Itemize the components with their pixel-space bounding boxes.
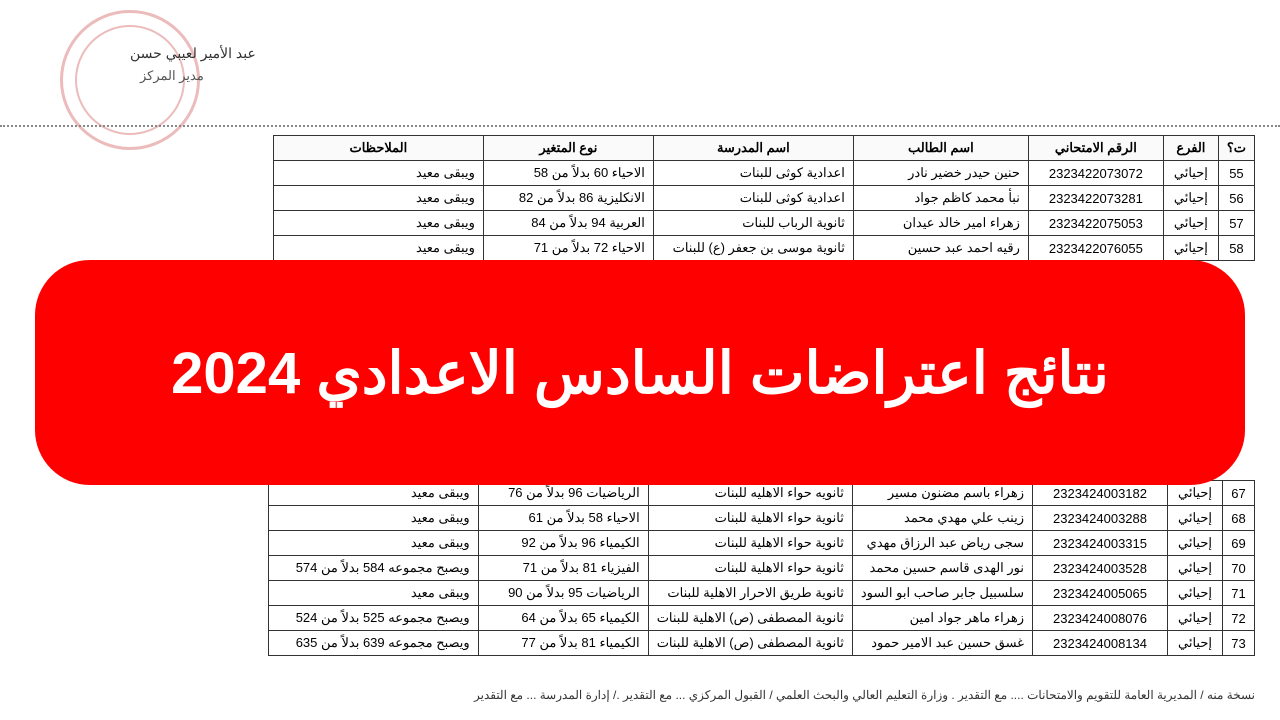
table-header-row: ت؟ الفرع الرقم الامتحاني اسم الطالب اسم … [273,136,1254,161]
table-cell: 2323424003288 [1033,506,1168,531]
table-cell: إحيائي [1163,161,1218,186]
table-cell: ثانوية طريق الاحرار الاهلية للبنات [648,581,852,606]
table-cell: إحيائي [1163,211,1218,236]
table-row: 72إحيائي2323424008076زهراء ماهر جواد امي… [268,606,1254,631]
col-school: اسم المدرسة [653,136,853,161]
table-cell: ثانوية حواء الاهلية للبنات [648,506,852,531]
table-cell: ويبقى معيد [268,531,478,556]
table-cell: 56 [1218,186,1254,211]
table-cell: 68 [1223,506,1255,531]
table-cell: 2323422076055 [1028,236,1163,261]
table-cell: ويبقى معيد [273,236,483,261]
table-cell: الكيمياء 81 بدلاً من 77 [478,631,648,656]
table-cell: إحيائي [1163,186,1218,211]
table-cell: حنين حيدر خضير نادر [853,161,1028,186]
document-page: عبد الأمير لعيبي حسن مدير المركز ت؟ الفر… [0,0,1280,720]
table-cell: 73 [1223,631,1255,656]
table-cell: ثانوية حواء الاهلية للبنات [648,556,852,581]
table-cell: إحيائي [1168,581,1223,606]
table-cell: الاحياء 72 بدلاً من 71 [483,236,653,261]
table-cell: رقيه احمد عبد حسين [853,236,1028,261]
table-cell: إحيائي [1168,606,1223,631]
table-cell: ويبقى معيد [273,211,483,236]
table-cell: ثانوية الرباب للبنات [653,211,853,236]
footer-note: نسخة منه / المديرية العامة للتقويم والام… [25,688,1255,702]
table-cell: 2323424008076 [1033,606,1168,631]
table-cell: 58 [1218,236,1254,261]
table-row: 73إحيائي2323424008134غسق حسين عبد الامير… [268,631,1254,656]
table-cell: 70 [1223,556,1255,581]
table-cell: نبأ محمد كاظم جواد [853,186,1028,211]
table-cell: 2323422073072 [1028,161,1163,186]
table-cell: ويصبح مجموعه 525 بدلاً من 524 [268,606,478,631]
table-cell: 55 [1218,161,1254,186]
table-cell: اعدادية كوثى للبنات [653,161,853,186]
table-cell: 2323422073281 [1028,186,1163,211]
dotted-divider [0,125,1280,127]
table-cell: زهراء ماهر جواد امين [852,606,1032,631]
col-student: اسم الطالب [853,136,1028,161]
table-cell: ويبقى معيد [273,161,483,186]
director-title: مدير المركز [140,68,204,84]
signature-area: عبد الأمير لعيبي حسن مدير المركز [60,10,280,120]
table-row: 69إحيائي2323424003315سجى رياض عبد الرزاق… [268,531,1254,556]
table-row: 58إحيائي2323422076055رقيه احمد عبد حسينث… [273,236,1254,261]
table-cell: ثانوية حواء الاهلية للبنات [648,531,852,556]
table-cell: إحيائي [1168,506,1223,531]
table-cell: الرياضيات 95 بدلاً من 90 [478,581,648,606]
table-cell: ثانوية موسى بن جعفر (ع) للبنات [653,236,853,261]
table-cell: 2323424003315 [1033,531,1168,556]
table-cell: نور الهدى قاسم حسين محمد [852,556,1032,581]
table-cell: 72 [1223,606,1255,631]
results-table-lower: 67إحيائي2323424003182زهراء باسم مضنون مس… [268,480,1255,656]
table-cell: الكيمياء 96 بدلاً من 92 [478,531,648,556]
table-cell: الاحياء 60 بدلاً من 58 [483,161,653,186]
table-cell: 2323422075053 [1028,211,1163,236]
table-cell: ويبقى معيد [268,581,478,606]
table-cell: 67 [1223,481,1255,506]
banner-text: نتائج اعتراضات السادس الاعدادي 2024 [171,339,1109,407]
table-cell: سجى رياض عبد الرزاق مهدي [852,531,1032,556]
col-seq: ت؟ [1218,136,1254,161]
table-cell: ويبقى معيد [268,506,478,531]
table-cell: إحيائي [1168,556,1223,581]
table-row: 68إحيائي2323424003288زينب علي مهدي محمدث… [268,506,1254,531]
table-cell: الكيمياء 65 بدلاً من 64 [478,606,648,631]
table-cell: اعدادية كوثى للبنات [653,186,853,211]
table-cell: 2323424003528 [1033,556,1168,581]
table-cell: زينب علي مهدي محمد [852,506,1032,531]
table-cell: ثانوية المصطفى (ص) الاهلية للبنات [648,631,852,656]
table-cell: ثانوية المصطفى (ص) الاهلية للبنات [648,606,852,631]
table-cell: العربية 94 بدلاً من 84 [483,211,653,236]
col-exam-no: الرقم الامتحاني [1028,136,1163,161]
table-cell: 69 [1223,531,1255,556]
col-branch: الفرع [1163,136,1218,161]
table-row: 56إحيائي2323422073281نبأ محمد كاظم جوادا… [273,186,1254,211]
director-name: عبد الأمير لعيبي حسن [130,45,256,62]
table-cell: الاحياء 58 بدلاً من 61 [478,506,648,531]
table-cell: ويبقى معيد [273,186,483,211]
table-row: 71إحيائي2323424005065سلسبيل جابر صاحب اب… [268,581,1254,606]
table-cell: غسق حسين عبد الامير حمود [852,631,1032,656]
table-cell: 2323424005065 [1033,581,1168,606]
table-cell: 2323424008134 [1033,631,1168,656]
table-row: 57إحيائي2323422075053زهراء امير خالد عيد… [273,211,1254,236]
col-change: نوع المتغير [483,136,653,161]
table-row: 55إحيائي2323422073072حنين حيدر خضير نادر… [273,161,1254,186]
table-cell: زهراء امير خالد عيدان [853,211,1028,236]
table-cell: إحيائي [1163,236,1218,261]
table-cell: 57 [1218,211,1254,236]
table-cell: الفيزياء 81 بدلاً من 71 [478,556,648,581]
results-table-upper: ت؟ الفرع الرقم الامتحاني اسم الطالب اسم … [273,135,1255,261]
title-banner: نتائج اعتراضات السادس الاعدادي 2024 [35,260,1245,485]
table-cell: إحيائي [1168,631,1223,656]
table-row: 70إحيائي2323424003528نور الهدى قاسم حسين… [268,556,1254,581]
table-cell: ويصبح مجموعه 584 بدلاً من 574 [268,556,478,581]
table-cell: 71 [1223,581,1255,606]
table-cell: الانكليزية 86 بدلاً من 82 [483,186,653,211]
table-cell: سلسبيل جابر صاحب ابو السود [852,581,1032,606]
table-cell: ويصبح مجموعه 639 بدلاً من 635 [268,631,478,656]
col-notes: الملاحظات [273,136,483,161]
table-cell: إحيائي [1168,531,1223,556]
